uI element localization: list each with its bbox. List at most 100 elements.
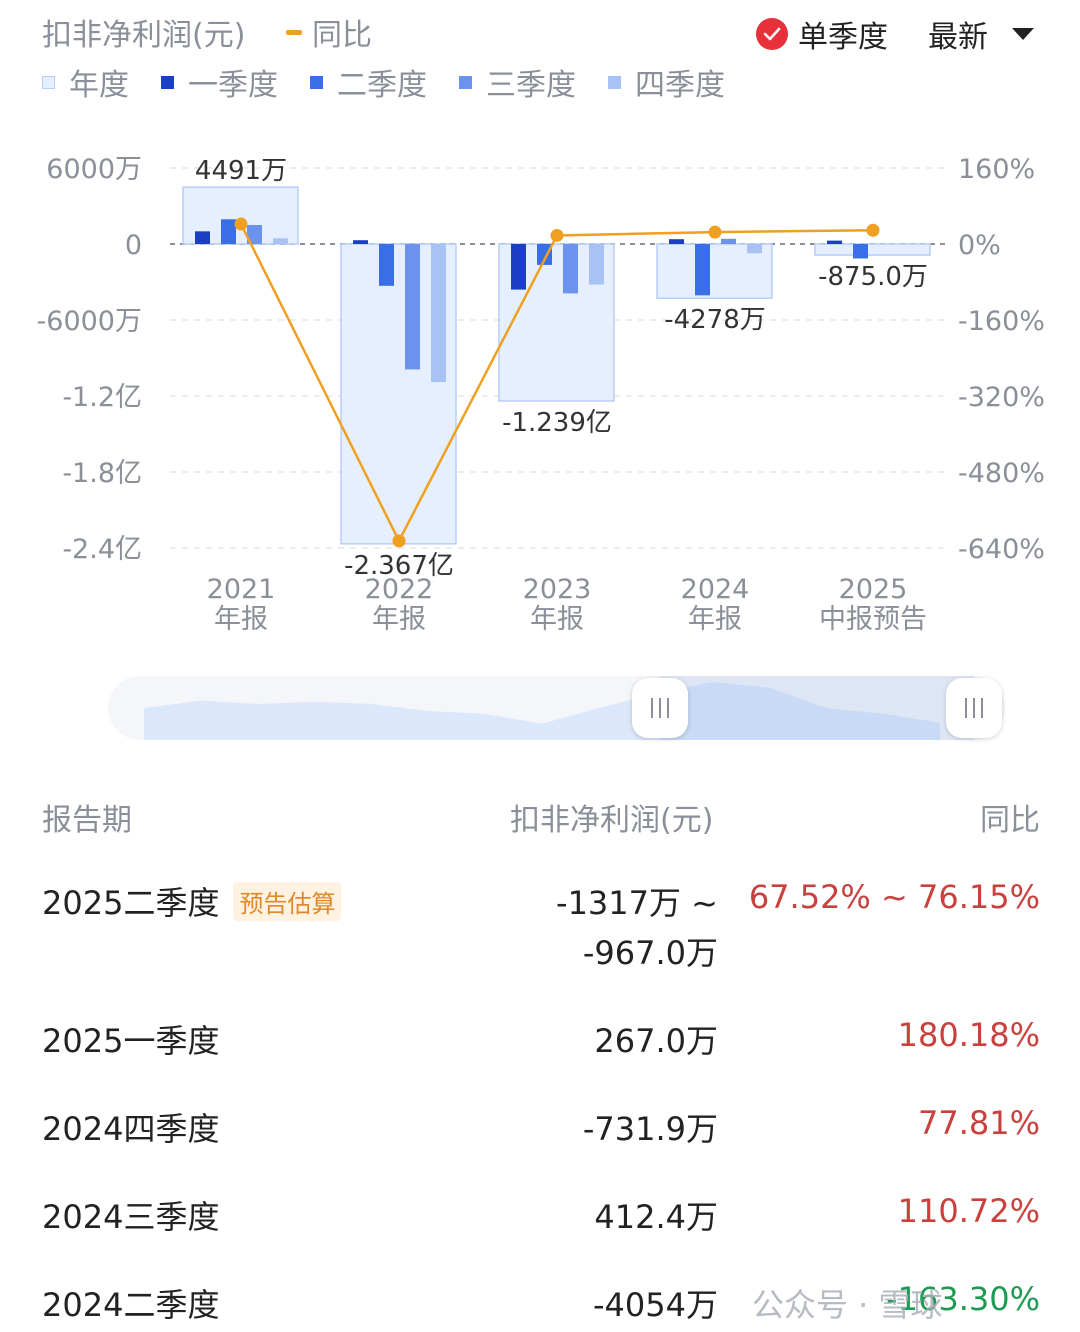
annual-value-label: -1.239亿	[502, 408, 612, 438]
row-value: -731.9万	[582, 1110, 718, 1148]
quarter-bar	[379, 244, 394, 286]
x-tick-label: 2021	[207, 574, 276, 605]
y2-tick-label: -480%	[958, 458, 1045, 489]
annual-value-label: -4278万	[664, 305, 766, 335]
annual-bar	[814, 243, 931, 256]
overview-selection	[660, 676, 974, 740]
forecast-badge: 预告估算	[233, 881, 342, 921]
legend-item-q1[interactable]: 一季度	[161, 60, 278, 104]
sort-label: 最新	[928, 20, 988, 55]
legend-item-annual[interactable]: 年度	[42, 60, 129, 104]
quarter-bar	[721, 238, 736, 244]
row-value: 412.4万	[594, 1198, 718, 1236]
legend-label: 二季度	[337, 68, 427, 103]
legend-swatch	[310, 75, 323, 89]
yoy-point	[234, 217, 248, 231]
x-tick-label: 年报	[530, 604, 584, 635]
quarter-bar	[431, 244, 446, 383]
row-period: 2024四季度	[42, 1110, 220, 1148]
check-circle-icon	[756, 18, 788, 50]
single-quarter-label: 单季度	[798, 20, 888, 55]
watermark: 公众号 · 雪球	[752, 1286, 943, 1324]
legend-item-q2[interactable]: 二季度	[310, 60, 427, 104]
annual-value-label: 4491万	[195, 156, 287, 186]
annual-value-label: -875.0万	[818, 262, 928, 292]
x-tick-label: 2023	[523, 574, 592, 605]
quarter-bar	[537, 244, 552, 265]
single-quarter-toggle[interactable]: 单季度	[756, 12, 888, 56]
row-value-2: -967.0万	[582, 934, 718, 972]
row-value: 267.0万	[594, 1022, 718, 1060]
legend-label: 三季度	[486, 68, 576, 103]
y-tick-label: 6000万	[46, 154, 142, 185]
quarter-bar	[511, 244, 526, 290]
quarter-bar	[669, 239, 684, 244]
quarter-bar	[747, 244, 762, 254]
legend-swatch	[42, 75, 55, 89]
chart-title: 扣非净利润(元)	[42, 18, 246, 53]
sort-dropdown[interactable]: 最新	[928, 12, 1034, 56]
y-tick-label: -2.4亿	[62, 534, 142, 565]
legend-label: 四季度	[635, 68, 725, 103]
y-tick-label: 0	[125, 230, 142, 261]
profit-chart[interactable]: 6000万 0 -6000万 -1.2亿 -1.8亿 -2.4亿 160% 0% -160% -3…	[0, 120, 1080, 650]
quarter-bar	[405, 244, 420, 370]
range-handle-left[interactable]	[632, 678, 688, 738]
overview-area	[144, 682, 940, 740]
quarter-bar	[195, 231, 210, 244]
row-yoy: 77.81%	[917, 1104, 1040, 1142]
yoy-point	[708, 225, 722, 239]
column-header-period: 报告期	[42, 803, 132, 838]
x-tick-label: 2025	[839, 574, 908, 605]
yoy-legend: 同比	[286, 10, 372, 54]
range-slider-track[interactable]	[108, 676, 1005, 740]
overview-trend	[144, 676, 974, 740]
x-tick-label: 年报	[372, 604, 426, 635]
x-tick-label: 2022	[365, 574, 434, 605]
quarter-bar	[853, 244, 868, 259]
yoy-point	[550, 228, 564, 242]
row-yoy: 67.52% ~ 76.15%	[748, 878, 1040, 916]
row-yoy: 110.72%	[897, 1192, 1040, 1230]
legend-item-q3[interactable]: 三季度	[459, 60, 576, 104]
chart-legend: 年度 一季度 二季度 三季度 四季度	[42, 60, 757, 104]
y-tick-label: -1.8亿	[62, 458, 142, 489]
y2-tick-label: -160%	[958, 306, 1045, 337]
y2-tick-label: 160%	[958, 154, 1035, 185]
column-header-yoy: 同比	[980, 803, 1040, 838]
yoy-legend-label: 同比	[312, 18, 372, 53]
quarter-bar	[827, 240, 842, 244]
row-period: 2024三季度	[42, 1198, 220, 1236]
row-period: 2024二季度	[42, 1286, 220, 1324]
legend-swatch	[161, 75, 174, 89]
row-period: 2025一季度	[42, 1022, 220, 1060]
row-yoy: -163.30%	[886, 1280, 1040, 1318]
y2-tick-label: -640%	[958, 534, 1045, 565]
quarter-bar	[695, 244, 710, 296]
yoy-point	[866, 223, 880, 237]
quarter-bar	[589, 244, 604, 285]
x-tick-label: 中报预告	[819, 604, 927, 635]
quarter-bar	[353, 240, 368, 244]
row-value: -1317万 ~	[556, 884, 718, 922]
yoy-point	[392, 534, 406, 548]
row-period: 2025二季度	[42, 884, 220, 922]
legend-item-q4[interactable]: 四季度	[608, 60, 725, 104]
x-tick-label: 2024	[681, 574, 750, 605]
quarter-bar	[563, 244, 578, 294]
range-handle-right[interactable]	[946, 678, 1002, 738]
legend-label: 年度	[69, 68, 129, 103]
chevron-down-icon	[1012, 28, 1034, 40]
x-tick-label: 年报	[214, 604, 268, 635]
row-value: -4054万	[593, 1286, 718, 1324]
legend-swatch	[459, 75, 472, 89]
quarter-bar	[247, 225, 262, 244]
x-tick-label: 年报	[688, 604, 742, 635]
y-tick-label: -6000万	[37, 306, 142, 337]
quarter-bar	[273, 238, 288, 244]
row-yoy: 180.18%	[897, 1016, 1040, 1054]
y2-tick-label: 0%	[958, 230, 1001, 261]
legend-swatch	[608, 75, 621, 89]
column-header-value: 扣非净利润(元)	[510, 803, 714, 838]
y2-tick-label: -320%	[958, 382, 1045, 413]
